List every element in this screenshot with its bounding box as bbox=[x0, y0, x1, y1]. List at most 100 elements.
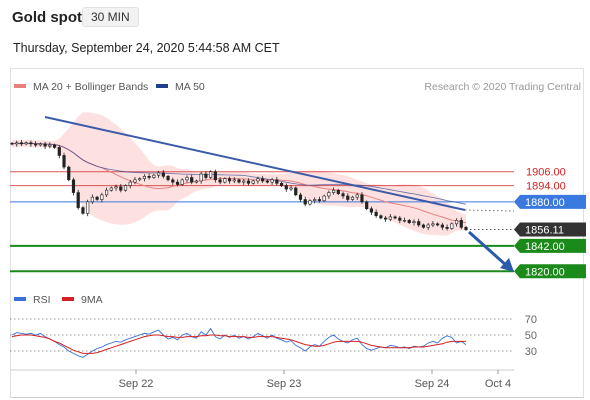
candle-body bbox=[166, 176, 170, 181]
rsi-ma-line bbox=[11, 334, 466, 354]
level-tag-text-1820.00: 1820.00 bbox=[525, 266, 565, 278]
candle-body bbox=[303, 199, 307, 205]
level-tag-1880.00 bbox=[514, 194, 586, 209]
bollinger-bands bbox=[12, 112, 466, 236]
candle-body bbox=[71, 179, 76, 193]
candle-body bbox=[355, 194, 359, 198]
candle-body bbox=[346, 195, 350, 200]
projection-arrow-head bbox=[500, 258, 514, 272]
candle-body bbox=[34, 143, 38, 146]
candle-body bbox=[251, 180, 255, 184]
candle-body bbox=[194, 180, 199, 183]
candle-body bbox=[213, 171, 217, 181]
candle-body bbox=[261, 178, 265, 182]
rsi-tick-50: 50 bbox=[525, 330, 537, 342]
bollinger-band-area bbox=[12, 112, 466, 236]
x-tick-label: Sep 22 bbox=[119, 378, 154, 390]
candle-body bbox=[407, 220, 411, 223]
rsi-swatch bbox=[14, 297, 26, 301]
candle-body bbox=[331, 189, 336, 193]
ma50-legend-label: MA 50 bbox=[175, 81, 205, 93]
candle-body bbox=[29, 142, 33, 145]
timestamp: Thursday, September 24, 2020 5:44:58 AM … bbox=[13, 41, 280, 55]
x-tick-label: Oct 4 bbox=[485, 378, 511, 390]
candle-body bbox=[180, 179, 184, 185]
x-tick-label: Sep 23 bbox=[267, 378, 302, 390]
ma20-swatch bbox=[14, 84, 26, 88]
candle-body bbox=[464, 226, 468, 230]
candle-body bbox=[76, 192, 80, 208]
trendline-line bbox=[44, 116, 466, 211]
candle-body bbox=[19, 142, 24, 145]
candle-body bbox=[38, 143, 42, 146]
ma50-line bbox=[11, 142, 467, 205]
level-label-1906.00: 1906.00 bbox=[526, 167, 566, 179]
candle-body bbox=[133, 179, 137, 183]
candle-body bbox=[10, 143, 14, 145]
candle-body bbox=[431, 223, 435, 226]
level-tag-text-1842.00: 1842.00 bbox=[525, 241, 565, 253]
candle-body bbox=[350, 196, 355, 200]
candle-body bbox=[152, 174, 156, 178]
candle-body bbox=[90, 196, 94, 203]
candle-body bbox=[317, 199, 321, 201]
rsi-legend-label: RSI bbox=[33, 294, 51, 306]
price-tags: 1906.00 1894.00 1880.00 1856.11 1842.00 1820.… bbox=[514, 167, 586, 279]
candle-body bbox=[265, 180, 269, 183]
candle-body bbox=[421, 224, 426, 228]
candle-body bbox=[104, 189, 109, 196]
candle-body bbox=[322, 195, 326, 201]
candle-body bbox=[171, 179, 175, 183]
candle-body bbox=[218, 179, 222, 183]
candle-body bbox=[95, 196, 99, 200]
candle-body bbox=[157, 172, 161, 176]
candle-body bbox=[15, 142, 19, 145]
level-tag-1820.00 bbox=[514, 264, 586, 279]
candle-body bbox=[284, 185, 288, 190]
level-tag-text-1880.00: 1880.00 bbox=[525, 197, 565, 209]
candle-body bbox=[360, 194, 364, 203]
candle-body bbox=[398, 217, 402, 221]
rsi-tick-70: 70 bbox=[525, 314, 537, 326]
candle-body bbox=[308, 200, 312, 205]
candle-body bbox=[270, 179, 274, 183]
candle-body bbox=[436, 223, 440, 226]
candle-body bbox=[223, 178, 227, 183]
candle-body bbox=[289, 187, 293, 190]
rsi-ma-swatch bbox=[62, 297, 74, 301]
candle-body bbox=[417, 221, 421, 226]
candle-body bbox=[365, 201, 369, 210]
x-axis: Sep 22 Sep 23 Sep 24 Oct 4 bbox=[10, 369, 514, 390]
candle-body bbox=[341, 193, 345, 197]
ma50-swatch bbox=[156, 84, 168, 88]
candle-body bbox=[246, 180, 251, 184]
candle-body bbox=[232, 179, 236, 182]
candle-body bbox=[86, 201, 90, 214]
x-tick-label: Sep 24 bbox=[415, 378, 450, 390]
candle-body bbox=[450, 223, 454, 229]
candle-body bbox=[147, 176, 151, 178]
candle-body bbox=[24, 142, 28, 145]
candle-body bbox=[138, 178, 142, 181]
candle-body bbox=[204, 173, 208, 178]
legend-ma20: MA 20 + Bollinger Bands bbox=[14, 81, 148, 93]
candle-body bbox=[279, 182, 284, 186]
candle-body bbox=[67, 166, 71, 181]
candle-body bbox=[374, 211, 378, 217]
legend-rsi: RSI 9MA bbox=[14, 294, 103, 306]
candle-body bbox=[52, 144, 57, 148]
candle-body bbox=[242, 180, 246, 183]
rsi-tick-30: 30 bbox=[525, 346, 537, 358]
interval-badge[interactable]: 30 MIN bbox=[82, 7, 139, 27]
candle-body bbox=[402, 220, 407, 222]
candle-body bbox=[109, 187, 113, 191]
candle-body bbox=[313, 199, 317, 201]
rsi-panel: 70 50 30 bbox=[10, 314, 537, 358]
candle-body bbox=[275, 179, 279, 184]
candle-body bbox=[454, 220, 459, 225]
candle-body bbox=[384, 217, 388, 220]
candlesticks bbox=[10, 139, 468, 231]
candle-body bbox=[161, 172, 165, 177]
candle-body bbox=[237, 179, 241, 183]
